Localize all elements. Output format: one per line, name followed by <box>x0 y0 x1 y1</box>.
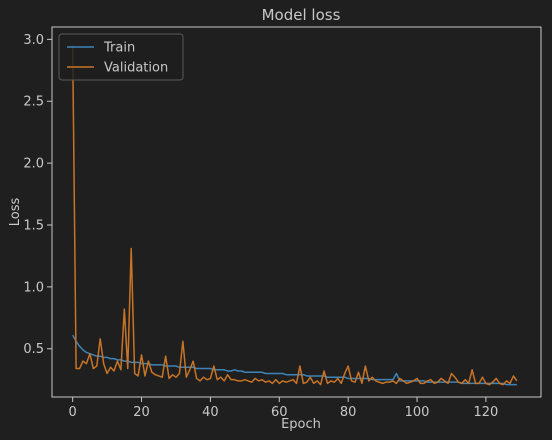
x-tick-label: 20 <box>133 405 150 420</box>
series-line-validation <box>71 45 518 386</box>
legend-box <box>58 33 184 81</box>
plot-area <box>51 26 542 398</box>
x-tick-label: 100 <box>405 405 430 420</box>
y-tick-label: 0.5 <box>23 342 44 357</box>
y-tick-label: 1.0 <box>23 280 44 295</box>
x-tick-label: 80 <box>340 405 357 420</box>
series-line-train <box>72 334 517 386</box>
x-tick-label: 40 <box>202 405 219 420</box>
x-axis-ticks: 0 20 40 60 80 100 120 <box>69 397 498 420</box>
series-layer <box>71 45 518 386</box>
x-axis-label: Epoch <box>281 417 321 432</box>
y-axis-ticks: 0.5 1.0 1.5 2.0 2.5 3.0 <box>23 33 52 357</box>
x-tick-label: 60 <box>271 405 288 420</box>
plot-frame <box>51 26 542 398</box>
y-tick-label: 3.0 <box>23 33 44 48</box>
y-tick-label: 1.5 <box>23 218 44 233</box>
x-tick-label: 0 <box>69 405 77 420</box>
chart-title: Model loss <box>262 6 341 24</box>
legend-label-validation: Validation <box>104 61 168 76</box>
legend-label-train: Train <box>103 41 135 56</box>
y-tick-label: 2.5 <box>23 95 44 110</box>
y-axis-label: Loss <box>8 198 23 227</box>
x-tick-label: 120 <box>473 405 498 420</box>
legend: Train Validation <box>58 33 184 81</box>
y-tick-label: 2.0 <box>23 157 44 172</box>
